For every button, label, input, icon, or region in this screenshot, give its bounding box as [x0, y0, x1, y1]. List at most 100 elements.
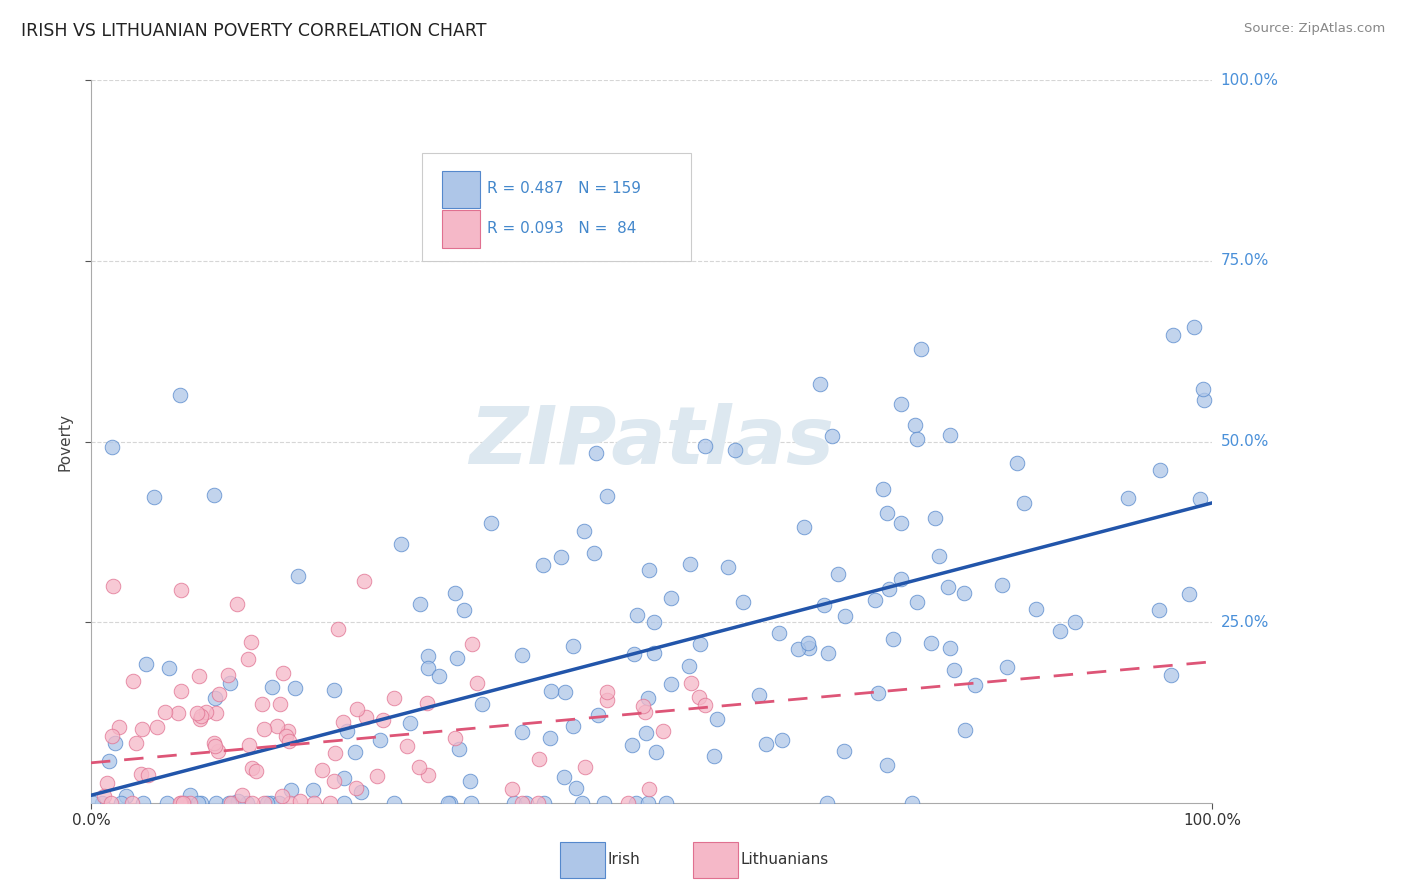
Point [990, 578, 1012, 592]
Point [350, 785, 373, 799]
Point [344, 781, 367, 796]
Point [834, 609, 856, 624]
Point [437, 796, 460, 810]
Point [172, 796, 194, 810]
Point [170, 684, 193, 698]
Point [218, 796, 240, 810]
Text: Irish: Irish [607, 853, 640, 867]
Point [527, 752, 550, 766]
Point [479, 516, 502, 531]
Point [637, 690, 659, 705]
Point [131, 767, 153, 781]
Point [623, 647, 645, 661]
Point [90, 796, 112, 810]
Point [125, 736, 148, 750]
Text: R = 0.093   N =  84: R = 0.093 N = 84 [486, 221, 636, 236]
Point [596, 685, 619, 699]
Point [995, 659, 1018, 673]
Point [204, 739, 226, 754]
Point [953, 585, 976, 599]
Point [471, 697, 494, 711]
Point [1160, 668, 1182, 682]
Point [821, 429, 844, 443]
Point [398, 716, 420, 731]
Point [219, 676, 242, 690]
Point [132, 796, 155, 810]
Point [553, 770, 575, 784]
Point [269, 796, 291, 810]
Point [905, 433, 928, 447]
Point [179, 796, 201, 810]
Point [391, 537, 413, 551]
Point [797, 636, 820, 650]
Point [207, 744, 229, 758]
Point [808, 376, 831, 391]
Point [269, 697, 291, 711]
Point [510, 796, 533, 810]
Point [395, 739, 418, 753]
Point [793, 520, 815, 534]
Point [724, 443, 747, 458]
Point [678, 658, 700, 673]
Point [332, 772, 354, 786]
Point [1049, 624, 1071, 638]
Point [250, 697, 273, 711]
Point [554, 685, 576, 699]
Point [202, 488, 225, 502]
Point [574, 524, 596, 539]
Point [659, 677, 682, 691]
Point [284, 681, 307, 695]
Point [890, 516, 912, 531]
Point [266, 719, 288, 733]
Point [565, 780, 588, 795]
Point [277, 734, 299, 748]
Point [865, 593, 887, 607]
Point [953, 723, 976, 738]
Point [689, 637, 711, 651]
Point [562, 719, 585, 733]
Point [460, 796, 482, 810]
Point [832, 744, 855, 758]
Point [167, 706, 190, 721]
Point [135, 657, 157, 671]
Point [679, 557, 702, 571]
Point [540, 684, 562, 698]
Point [101, 441, 124, 455]
Point [533, 796, 555, 810]
Point [571, 796, 593, 810]
Point [924, 511, 946, 525]
Point [876, 507, 898, 521]
Point [813, 599, 835, 613]
Point [1005, 456, 1028, 470]
Point [179, 788, 201, 802]
Point [174, 796, 197, 810]
FancyBboxPatch shape [441, 170, 479, 208]
Point [366, 769, 388, 783]
Point [748, 688, 770, 702]
Point [515, 796, 537, 810]
Point [186, 706, 208, 720]
Point [786, 642, 808, 657]
Point [274, 729, 297, 743]
Text: 25.0%: 25.0% [1220, 615, 1268, 630]
Point [770, 732, 793, 747]
Text: ZIPatlas: ZIPatlas [470, 402, 834, 481]
Point [596, 489, 619, 503]
Point [939, 428, 962, 442]
Point [905, 595, 928, 609]
Point [768, 625, 790, 640]
Point [427, 669, 450, 683]
Point [1149, 463, 1171, 477]
Point [288, 794, 311, 808]
Point [1194, 392, 1216, 407]
Point [586, 708, 609, 723]
Point [817, 646, 839, 660]
Y-axis label: Poverty: Poverty [58, 412, 72, 470]
Point [733, 594, 755, 608]
Point [418, 661, 440, 675]
Point [963, 678, 986, 692]
Text: R = 0.487   N = 159: R = 0.487 N = 159 [486, 180, 641, 195]
Point [638, 563, 661, 577]
Point [169, 796, 191, 810]
Point [527, 796, 550, 810]
